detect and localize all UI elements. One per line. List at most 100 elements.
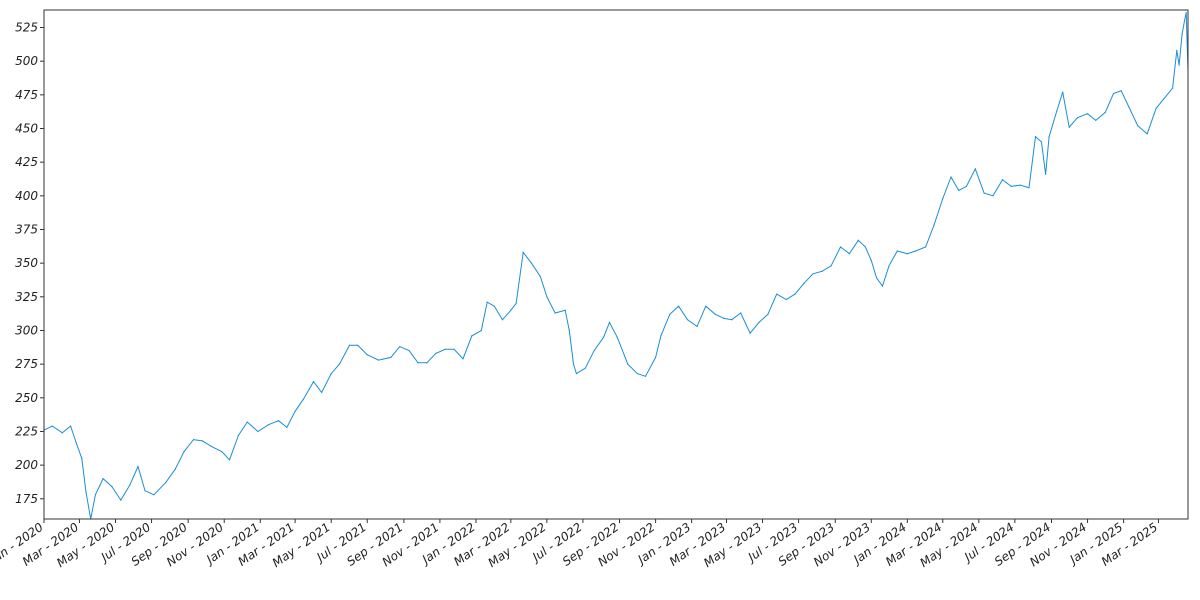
data-point — [1001, 179, 1004, 181]
plot-area-frame — [43, 9, 1189, 520]
data-point — [686, 319, 689, 321]
data-point — [85, 491, 87, 493]
y-tick-label: 250 — [15, 391, 38, 405]
data-point — [61, 432, 63, 434]
data-point — [515, 302, 517, 305]
data-point — [462, 358, 464, 360]
data-point — [767, 313, 769, 315]
data-point — [539, 276, 541, 278]
data-point — [644, 375, 647, 377]
data-point — [602, 336, 605, 338]
data-point — [1163, 98, 1165, 100]
data-point — [120, 499, 122, 501]
data-point — [246, 421, 248, 423]
data-point — [1010, 185, 1012, 187]
data-point — [530, 262, 533, 264]
data-point — [399, 346, 401, 348]
data-point — [965, 185, 968, 187]
y-tick-label: 200 — [15, 458, 38, 472]
data-point — [486, 301, 488, 303]
data-point — [942, 197, 944, 200]
data-point — [228, 459, 231, 461]
data-point — [321, 391, 323, 394]
y-tick-label: 350 — [15, 256, 38, 270]
data-point — [1019, 184, 1021, 186]
data-point — [221, 451, 223, 453]
data-point — [1076, 117, 1079, 119]
data-point — [575, 372, 578, 375]
data-point — [554, 312, 556, 314]
data-point — [338, 363, 341, 365]
y-tick-label: 300 — [15, 323, 38, 337]
data-point — [1048, 135, 1050, 138]
data-point — [153, 494, 155, 496]
data-point — [1040, 141, 1043, 143]
data-point — [94, 494, 97, 496]
data-point — [888, 265, 890, 267]
data-point — [636, 372, 638, 375]
y-tick-label: 450 — [15, 121, 38, 135]
data-point — [830, 265, 832, 267]
data-point — [237, 434, 240, 437]
data-point — [785, 298, 787, 301]
data-point — [678, 305, 680, 307]
data-point — [848, 253, 851, 255]
data-point — [75, 442, 78, 445]
data-point — [1183, 20, 1186, 22]
data-point — [794, 293, 796, 295]
data-point — [302, 398, 305, 400]
data-point — [669, 313, 671, 315]
data-point — [366, 354, 368, 356]
data-point — [201, 440, 203, 442]
data-point — [776, 293, 778, 295]
data-point — [803, 282, 805, 284]
data-point — [286, 426, 288, 429]
data-point — [974, 168, 976, 170]
data-point — [758, 321, 760, 324]
data-point — [493, 305, 495, 307]
data-point — [1120, 90, 1122, 92]
data-point — [723, 317, 725, 319]
data-point — [1155, 107, 1157, 109]
data-point — [408, 350, 410, 352]
data-point — [480, 329, 482, 332]
data-point — [312, 381, 315, 383]
y-tick-label: 400 — [15, 189, 38, 203]
y-tick-label: 275 — [15, 357, 38, 371]
data-point — [1181, 33, 1183, 35]
data-point — [749, 332, 751, 334]
y-axis: 175 200 225 250 275 300 325 350 375 400 425 450 475 5… — [15, 21, 44, 506]
data-point — [137, 465, 139, 468]
data-point — [144, 490, 146, 492]
data-point — [1086, 113, 1089, 115]
data-point — [731, 319, 733, 321]
data-point — [992, 195, 994, 197]
data-point — [593, 350, 595, 352]
data-point — [906, 253, 908, 255]
data-point — [896, 250, 898, 252]
data-point — [740, 312, 742, 314]
y-tick-label: 325 — [15, 290, 38, 304]
data-point — [983, 192, 985, 194]
data-point — [390, 356, 392, 359]
data-point — [1176, 49, 1178, 51]
data-point — [1095, 119, 1097, 122]
data-point — [277, 420, 280, 422]
data-point — [914, 250, 917, 252]
series-points — [43, 12, 1189, 520]
data-point — [1104, 111, 1106, 113]
data-point — [444, 348, 446, 350]
data-point — [330, 372, 332, 375]
data-point — [1028, 187, 1030, 189]
data-point — [102, 478, 104, 480]
data-point — [348, 344, 351, 346]
data-point — [417, 362, 419, 364]
data-point — [501, 319, 504, 321]
data-point — [660, 335, 662, 337]
y-tick-label: 475 — [15, 88, 38, 102]
y-tick-label: 375 — [15, 222, 38, 236]
data-point — [111, 486, 113, 488]
data-point — [453, 348, 455, 350]
